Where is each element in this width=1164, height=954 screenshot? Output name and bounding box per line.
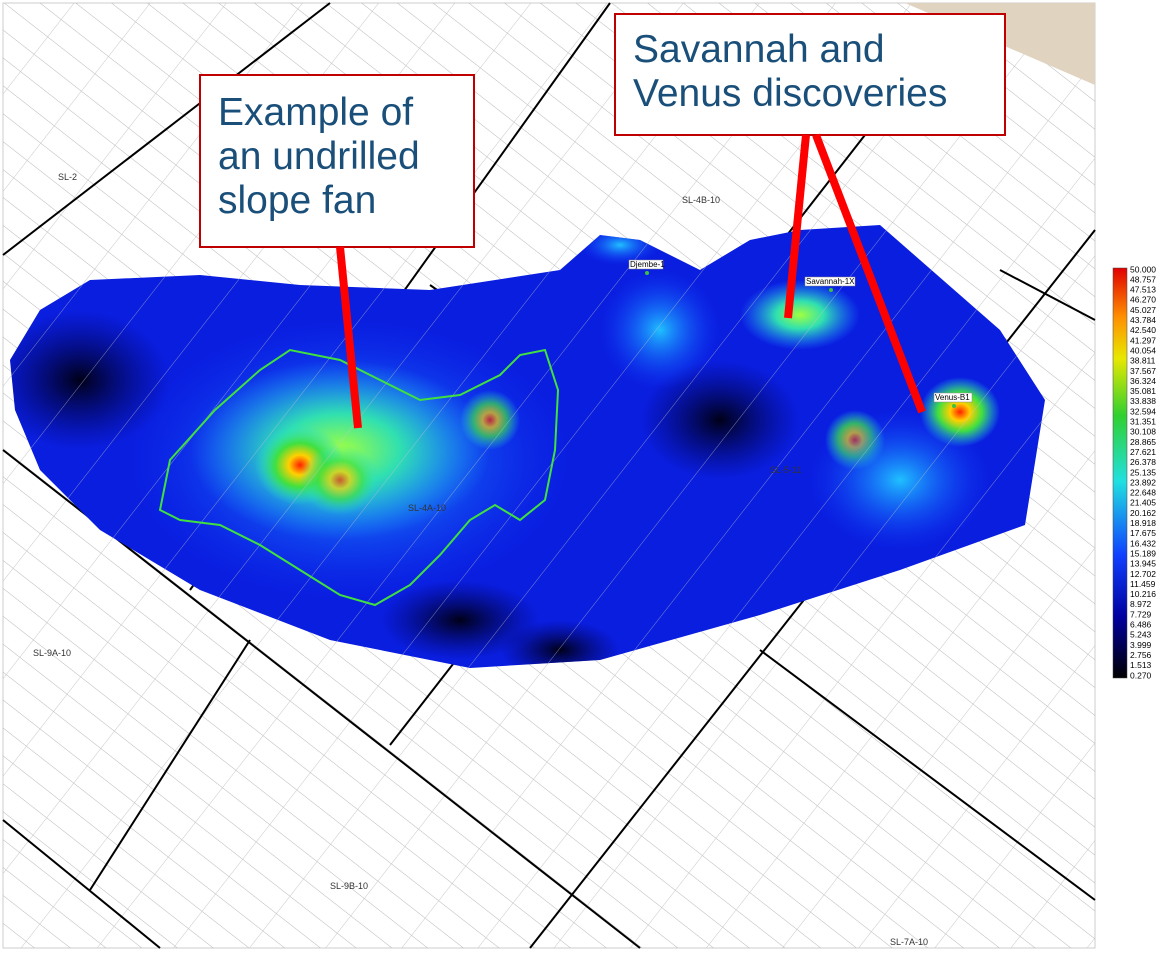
- well-label: Savannah-1X: [806, 277, 855, 286]
- block-label: SL-4A-10: [408, 503, 446, 513]
- callout-text: Savannah and: [633, 28, 885, 71]
- block-label: SL-4B-10: [682, 195, 720, 205]
- block-label: SL-9A-10: [33, 648, 71, 658]
- callout-text: slope fan: [218, 179, 376, 222]
- color-bar-label: 18.918: [1130, 518, 1156, 528]
- color-bar-label: 11.459: [1130, 579, 1156, 589]
- color-bar-label: 12.702: [1130, 569, 1156, 579]
- color-bar-label: 46.270: [1130, 295, 1156, 305]
- color-bar-label: 22.648: [1130, 488, 1156, 498]
- well-marker: [829, 288, 833, 292]
- color-bar-label: 40.054: [1130, 345, 1156, 355]
- callout-text: an undrilled: [218, 135, 420, 178]
- color-bar-label: 5.243: [1130, 630, 1152, 640]
- color-bar-label: 47.513: [1130, 285, 1156, 295]
- color-bar-label: 0.270: [1130, 670, 1152, 680]
- color-bar-label: 37.567: [1130, 366, 1156, 376]
- color-bar-label: 8.972: [1130, 599, 1152, 609]
- color-bar-label: 6.486: [1130, 620, 1152, 630]
- block-label: SL-9B-10: [330, 881, 368, 891]
- well-marker: [645, 271, 649, 275]
- well-label-box: [933, 392, 973, 403]
- fan-outline: [158, 348, 560, 607]
- color-bar-label: 20.162: [1130, 508, 1156, 518]
- color-bar-label: 26.378: [1130, 457, 1156, 467]
- color-bar-label: 23.892: [1130, 477, 1156, 487]
- color-bar-label: 33.838: [1130, 396, 1156, 406]
- color-bar-label: 50.000: [1130, 264, 1156, 274]
- callout-pointer: [812, 133, 926, 414]
- block-label: SL-5-11: [770, 465, 801, 475]
- color-bar-label: 30.108: [1130, 427, 1156, 437]
- color-bar-label: 38.811: [1130, 356, 1156, 366]
- color-bar-label: 36.324: [1130, 376, 1156, 386]
- callout-pointer: [784, 134, 810, 319]
- color-bar-label: 21.405: [1130, 498, 1156, 508]
- color-bar-label: 10.216: [1130, 589, 1156, 599]
- well-label: Djembe-1: [630, 260, 665, 269]
- color-bar-label: 16.432: [1130, 538, 1156, 548]
- color-bar-label: 1.513: [1130, 660, 1152, 670]
- color-bar-label: 43.784: [1130, 315, 1156, 325]
- color-bar-label: 28.865: [1130, 437, 1156, 447]
- callout-text: Example of: [218, 91, 413, 134]
- color-bar-label: 3.999: [1130, 640, 1152, 650]
- color-bar-label: 27.621: [1130, 447, 1156, 457]
- color-bar-label: 41.297: [1130, 335, 1156, 345]
- well-marker: [952, 404, 956, 408]
- color-bar-label: 13.945: [1130, 559, 1156, 569]
- color-bar-label: 2.756: [1130, 650, 1152, 660]
- color-bar-label: 31.351: [1130, 417, 1156, 427]
- block-label: SL-2: [58, 172, 77, 182]
- color-bar-label: 42.540: [1130, 325, 1156, 335]
- color-bar-label: 17.675: [1130, 528, 1156, 538]
- block-label: SL-7A-10: [890, 937, 928, 947]
- well-label-box: [628, 259, 664, 270]
- callout-box: [199, 74, 475, 248]
- well-label-box: [804, 276, 856, 287]
- color-bar-label: 35.081: [1130, 386, 1156, 396]
- callout-pointer: [336, 246, 362, 429]
- callout-text: Venus discoveries: [633, 72, 947, 115]
- color-bar: [1112, 267, 1128, 679]
- color-bar-label: 25.135: [1130, 467, 1156, 477]
- callout-box: [614, 13, 1006, 136]
- color-bar-label: 15.189: [1130, 548, 1156, 558]
- color-bar-label: 48.757: [1130, 274, 1156, 284]
- well-label: Venus-B1: [935, 393, 970, 402]
- color-bar-label: 7.729: [1130, 609, 1152, 619]
- color-bar-label: 32.594: [1130, 406, 1156, 416]
- color-bar-label: 45.027: [1130, 305, 1156, 315]
